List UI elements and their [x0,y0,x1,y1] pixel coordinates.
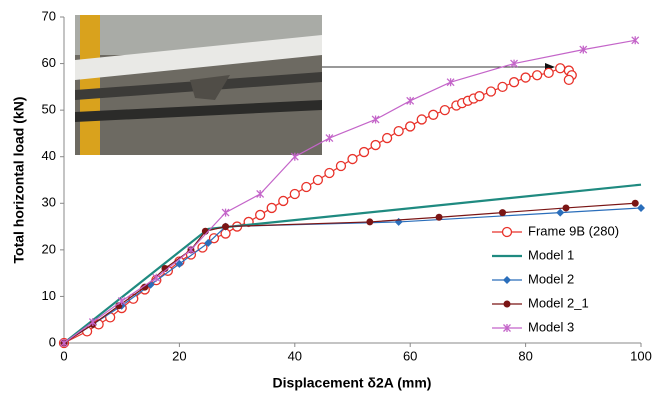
marker [485,86,497,97]
marker [141,283,149,291]
marker [631,199,639,207]
x-axis-title: Displacement δ2A (mm) [273,375,432,391]
marker [474,91,485,102]
marker [562,204,570,212]
marker [503,324,511,332]
marker [499,209,507,217]
marker [60,339,68,347]
marker [152,273,161,282]
x-tick-label: 80 [518,348,532,363]
marker [393,125,404,137]
marker [312,174,324,186]
marker [381,132,393,144]
marker [371,115,380,124]
y-tick-label: 10 [42,288,56,303]
marker [555,63,566,74]
marker [175,259,184,268]
marker [394,217,403,226]
marker [428,109,439,120]
marker [204,238,213,247]
marker [370,139,381,151]
y-axis-title: Total horizontal load (kN) [11,97,27,264]
marker [405,121,416,132]
marker [631,36,640,45]
marker [637,203,645,212]
marker [117,297,126,306]
marker [503,300,511,308]
legend-label: Model 2 [528,271,574,286]
marker [520,72,531,83]
marker [347,153,358,165]
legend-label: Model 1 [528,247,574,262]
marker [503,276,511,284]
marker [416,114,427,125]
marker [186,245,195,254]
marker [497,81,508,93]
marker [88,318,97,327]
legend-label: Model 3 [528,319,574,334]
marker [289,188,300,200]
marker [324,167,335,179]
marker [556,208,565,217]
marker [278,195,289,207]
legend-label: Frame 9B (280) [528,223,619,238]
x-tick-label: 100 [630,348,652,363]
marker [579,45,588,54]
x-tick-label: 60 [403,348,417,363]
legend-label: Model 2_1 [528,295,589,310]
marker [325,134,334,143]
marker [563,74,575,86]
marker [161,264,169,272]
y-tick-label: 70 [42,8,56,23]
y-tick-label: 20 [42,241,56,256]
x-tick-label: 20 [172,348,186,363]
y-tick-label: 30 [42,195,56,210]
marker [255,209,266,221]
marker [510,59,519,68]
marker [501,226,513,238]
marker [301,181,312,193]
marker [366,218,374,226]
marker [531,70,543,81]
marker [221,208,230,217]
marker [435,213,443,221]
y-tick-label: 0 [49,334,56,349]
series-line [63,183,642,344]
marker [222,223,230,231]
y-tick-label: 60 [42,55,56,70]
marker [508,77,520,88]
marker [358,146,370,158]
marker [406,96,415,105]
x-tick-label: 0 [60,348,67,363]
marker [543,67,554,79]
inset-photo [75,15,322,155]
marker [439,104,450,116]
marker [256,189,265,198]
x-tick-label: 40 [288,348,302,363]
marker [335,160,347,172]
marker [446,78,455,87]
marker [290,152,299,161]
y-tick-label: 40 [42,148,56,163]
marker [266,202,277,214]
y-tick-label: 50 [42,102,56,117]
